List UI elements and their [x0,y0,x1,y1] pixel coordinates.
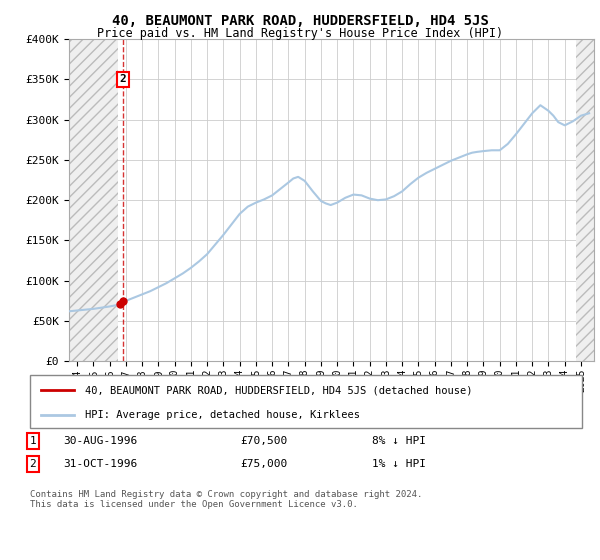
Text: 8% ↓ HPI: 8% ↓ HPI [372,436,426,446]
FancyBboxPatch shape [30,375,582,428]
Text: 1: 1 [29,436,37,446]
Text: 2: 2 [29,459,37,469]
Text: £75,000: £75,000 [240,459,287,469]
Text: 40, BEAUMONT PARK ROAD, HUDDERSFIELD, HD4 5JS (detached house): 40, BEAUMONT PARK ROAD, HUDDERSFIELD, HD… [85,385,473,395]
Text: HPI: Average price, detached house, Kirklees: HPI: Average price, detached house, Kirk… [85,410,360,420]
Text: 31-OCT-1996: 31-OCT-1996 [63,459,137,469]
Text: £70,500: £70,500 [240,436,287,446]
Text: 40, BEAUMONT PARK ROAD, HUDDERSFIELD, HD4 5JS: 40, BEAUMONT PARK ROAD, HUDDERSFIELD, HD… [112,14,488,28]
Text: Price paid vs. HM Land Registry's House Price Index (HPI): Price paid vs. HM Land Registry's House … [97,27,503,40]
Text: 1% ↓ HPI: 1% ↓ HPI [372,459,426,469]
Text: 30-AUG-1996: 30-AUG-1996 [63,436,137,446]
Text: 2: 2 [120,74,127,85]
Text: Contains HM Land Registry data © Crown copyright and database right 2024.
This d: Contains HM Land Registry data © Crown c… [30,490,422,510]
